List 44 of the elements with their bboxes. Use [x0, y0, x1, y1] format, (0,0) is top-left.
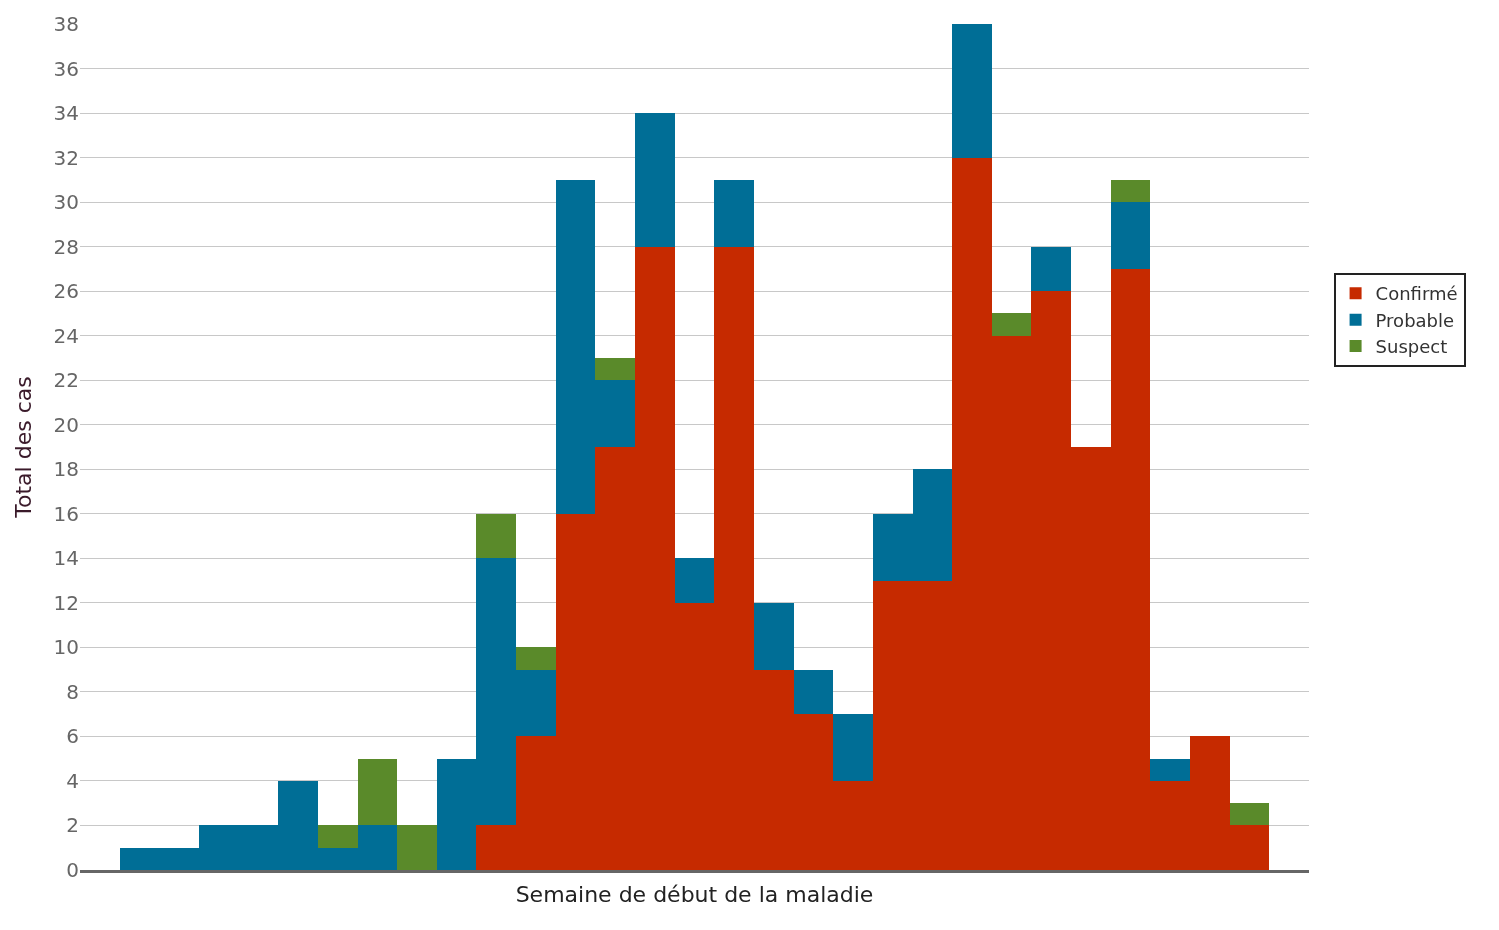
- bar: [516, 647, 556, 670]
- y-tick-label: 0: [66, 858, 79, 882]
- bar: [992, 313, 1031, 336]
- y-axis-title: Total des cas: [11, 376, 37, 519]
- bar: [397, 825, 437, 870]
- y-tick-label: 32: [53, 145, 79, 170]
- y-tick-label: 28: [53, 234, 79, 259]
- y-tick-label: 20: [53, 412, 79, 437]
- y-tick-label: 2: [66, 813, 79, 838]
- y-tick-label: 22: [53, 368, 79, 393]
- y-tick-label: 18: [53, 457, 79, 482]
- y-tick-label: 10: [53, 635, 79, 660]
- y-tick-label: 12: [53, 590, 79, 615]
- y-tick-label: 6: [66, 724, 79, 749]
- bar: [595, 358, 635, 380]
- bar: [1230, 803, 1269, 825]
- y-tick-label: 16: [53, 501, 79, 526]
- y-tick-label: 4: [66, 768, 79, 793]
- bar: [318, 825, 358, 848]
- bar: [714, 180, 754, 247]
- legend-label: Confirmé: [1375, 283, 1458, 305]
- y-tick-label: 8: [66, 679, 79, 704]
- x-axis-title: Semaine de début de la maladie: [515, 881, 874, 907]
- y-tick-label: 36: [53, 56, 79, 81]
- bar: [754, 603, 794, 670]
- bar: [476, 514, 516, 558]
- bar: [833, 714, 873, 781]
- bar: [1031, 247, 1071, 291]
- y-tick-label: 34: [53, 101, 79, 126]
- y-tick-label: 38: [53, 12, 79, 36]
- legend-label: Suspect: [1375, 336, 1448, 358]
- bar: [358, 759, 397, 825]
- bar: [794, 670, 833, 714]
- y-tick-label: 30: [53, 190, 79, 215]
- y-tick-label: 14: [53, 546, 79, 571]
- bar: [1150, 759, 1190, 781]
- bar: [1111, 180, 1150, 202]
- legend-label: Probable: [1375, 309, 1455, 331]
- bar: [635, 113, 675, 247]
- bar: [1111, 202, 1150, 269]
- y-tick-label: 26: [53, 279, 79, 304]
- bar: [952, 24, 992, 158]
- bar: [675, 558, 714, 603]
- y-tick-label: 24: [53, 323, 79, 348]
